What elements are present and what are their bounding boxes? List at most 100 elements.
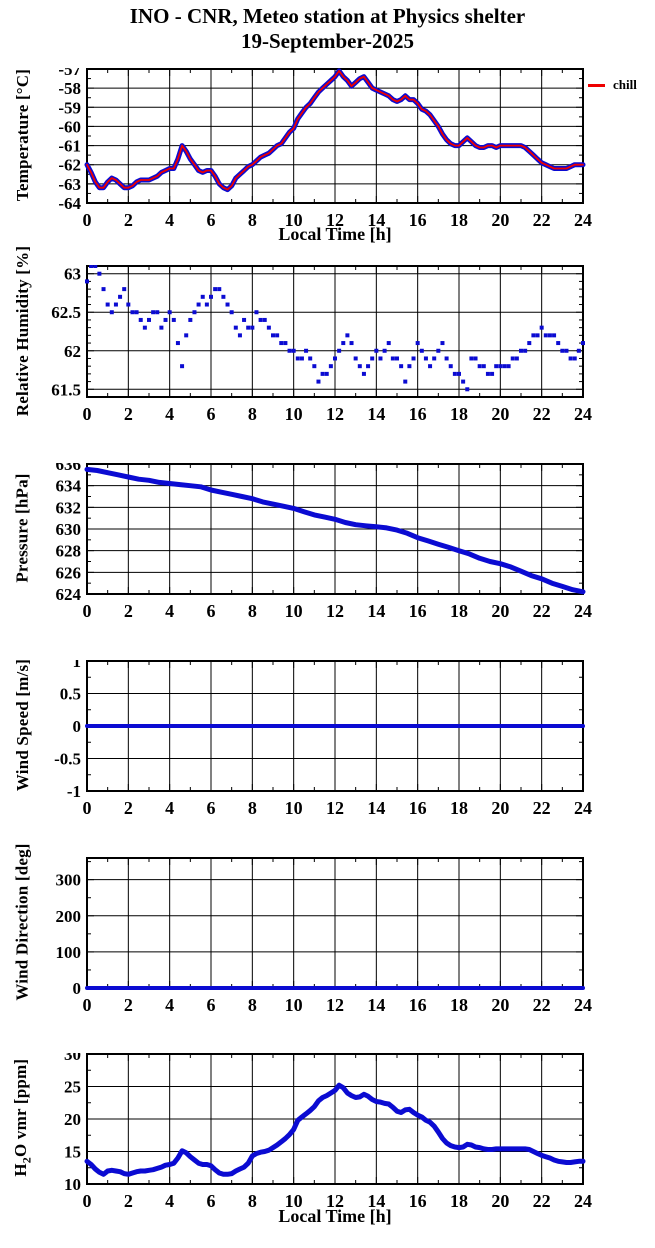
relative-humidity-point xyxy=(209,294,213,299)
relative-humidity-point xyxy=(527,341,532,346)
svg-text:6: 6 xyxy=(207,995,216,1015)
svg-text:18: 18 xyxy=(450,1191,468,1211)
svg-text:-61: -61 xyxy=(58,137,81,156)
svg-text:25: 25 xyxy=(64,1078,81,1097)
svg-text:20: 20 xyxy=(491,995,509,1015)
svg-text:0: 0 xyxy=(83,404,92,424)
relative-humidity-point xyxy=(560,348,565,353)
svg-text:6: 6 xyxy=(207,601,216,621)
svg-text:12: 12 xyxy=(326,798,344,818)
relative-humidity-point xyxy=(204,302,209,307)
relative-humidity-point xyxy=(345,333,350,338)
relative-humidity-point xyxy=(457,371,461,376)
svg-text:628: 628 xyxy=(56,542,82,561)
svg-text:30: 30 xyxy=(64,1053,81,1064)
h2o-vmr-line xyxy=(84,1082,586,1177)
svg-text:100: 100 xyxy=(56,943,82,962)
relative-humidity-point xyxy=(320,371,325,376)
relative-humidity-point xyxy=(225,302,230,307)
relative-humidity-point xyxy=(200,294,205,299)
svg-text:16: 16 xyxy=(409,1191,427,1211)
svg-text:22: 22 xyxy=(533,601,551,621)
svg-text:18: 18 xyxy=(450,798,468,818)
svg-text:-1: -1 xyxy=(67,782,81,801)
relative-humidity-point xyxy=(279,341,284,346)
relative-humidity-point xyxy=(539,325,544,330)
page-date: 19-September-2025 xyxy=(240,29,414,53)
h2o-x-axis-title: Local Time [h] xyxy=(278,1206,392,1226)
svg-text:-58: -58 xyxy=(58,79,81,98)
svg-text:22: 22 xyxy=(533,798,551,818)
relative-humidity-point xyxy=(576,348,581,353)
relative-humidity-point xyxy=(101,287,106,292)
svg-text:6: 6 xyxy=(207,1191,216,1211)
svg-text:4: 4 xyxy=(165,601,174,621)
relative-humidity-point xyxy=(275,333,280,338)
relative-humidity-point xyxy=(448,364,453,369)
svg-text:636: 636 xyxy=(56,463,82,474)
relative-humidity-point xyxy=(531,333,536,338)
svg-text:14: 14 xyxy=(367,1191,385,1211)
relative-humidity-point xyxy=(159,325,164,330)
svg-text:2: 2 xyxy=(124,1191,133,1211)
svg-text:8: 8 xyxy=(248,995,257,1015)
pressure-line xyxy=(84,466,586,595)
svg-text:6: 6 xyxy=(207,798,216,818)
svg-text:630: 630 xyxy=(56,520,82,539)
svg-text:24: 24 xyxy=(574,210,592,230)
relative-humidity-point xyxy=(556,341,561,346)
svg-text:2: 2 xyxy=(124,798,133,818)
svg-text:8: 8 xyxy=(248,798,257,818)
svg-text:0: 0 xyxy=(83,601,92,621)
svg-text:22: 22 xyxy=(533,210,551,230)
svg-text:0: 0 xyxy=(83,798,92,818)
relative-humidity-point xyxy=(436,348,441,353)
svg-text:4: 4 xyxy=(165,798,174,818)
svg-text:-62: -62 xyxy=(58,156,81,175)
svg-text:18: 18 xyxy=(450,995,468,1015)
svg-text:10: 10 xyxy=(285,798,303,818)
relative-humidity-point xyxy=(188,317,193,322)
svg-text:62.5: 62.5 xyxy=(51,303,81,322)
svg-text:20: 20 xyxy=(491,404,509,424)
relative-humidity-point xyxy=(328,364,333,369)
svg-text:16: 16 xyxy=(409,995,427,1015)
relative-humidity-point xyxy=(213,287,218,292)
svg-text:16: 16 xyxy=(409,798,427,818)
svg-text:16: 16 xyxy=(409,404,427,424)
svg-text:24: 24 xyxy=(574,1191,592,1211)
relative-humidity-point xyxy=(271,333,275,338)
page-title: INO - CNR, Meteo station at Physics shel… xyxy=(129,4,526,28)
svg-text:12: 12 xyxy=(326,1191,344,1211)
relative-humidity-point xyxy=(196,302,201,307)
humidity-chart: 0 2 4 6 8 10 12 14 16 18 20 22 24 63 62.5 62 61.5 xyxy=(0,265,655,428)
svg-text:18: 18 xyxy=(450,601,468,621)
svg-text:10: 10 xyxy=(285,1191,303,1211)
svg-text:20: 20 xyxy=(491,1191,509,1211)
relative-humidity-point xyxy=(229,310,234,315)
relative-humidity-point xyxy=(390,356,395,361)
relative-humidity-point xyxy=(93,265,98,268)
relative-humidity-point xyxy=(155,310,160,315)
svg-text:4: 4 xyxy=(165,995,174,1015)
relative-humidity-point xyxy=(122,287,127,292)
relative-humidity-point xyxy=(423,356,428,361)
relative-humidity-point xyxy=(465,387,470,392)
relative-humidity-point xyxy=(250,325,255,330)
relative-humidity-point xyxy=(419,348,424,353)
relative-humidity-point xyxy=(89,265,94,268)
relative-humidity-point xyxy=(167,310,172,315)
svg-text:16: 16 xyxy=(409,210,427,230)
relative-humidity-point xyxy=(477,364,482,369)
relative-humidity-point xyxy=(547,333,552,338)
svg-text:14: 14 xyxy=(367,995,385,1015)
svg-text:8: 8 xyxy=(248,210,257,230)
relative-humidity-point xyxy=(440,341,445,346)
pressure-chart: 0 2 4 6 8 10 12 14 16 18 20 22 24 636 634 632 630 628 626 6… xyxy=(0,463,655,625)
relative-humidity-point xyxy=(163,317,168,322)
relative-humidity-point xyxy=(233,325,238,330)
svg-text:2: 2 xyxy=(124,601,133,621)
svg-text:20: 20 xyxy=(491,798,509,818)
